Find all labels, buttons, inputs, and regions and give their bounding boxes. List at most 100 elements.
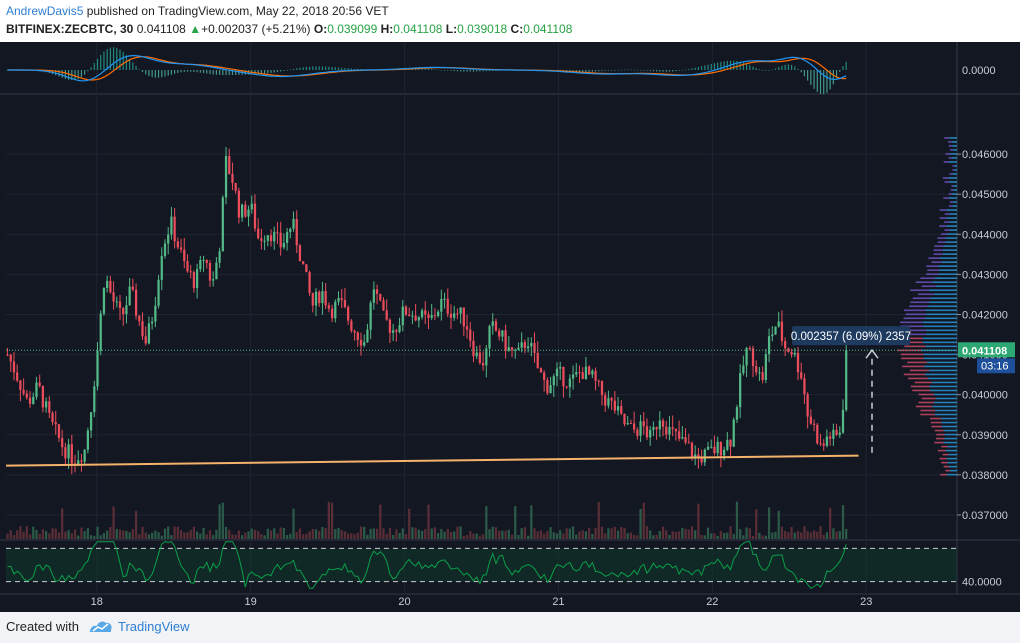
macd-histogram-bar [768,70,770,71]
volume-bar [420,530,424,539]
volume-bar [424,529,427,539]
volume-bar [784,530,787,539]
measure-tool[interactable]: 0.002357 (6.09%) 2357 [791,326,911,453]
price-chart[interactable]: 0.002357 (6.09%) 2357 0.046000 0.045000 0.… [0,42,1020,612]
profile-bar-down [921,285,936,288]
volume-bar [318,530,321,539]
candle-body [141,321,144,337]
candle-body [350,320,353,331]
candle-body [208,263,212,281]
volume-bar [228,529,231,539]
profile-bar-down [903,309,926,312]
volume-bar [154,530,157,539]
candle-body [459,307,462,314]
macd-histogram-bar [620,69,622,71]
profile-bar-down [935,437,945,440]
macd-pane[interactable] [6,47,847,95]
macd-histogram-bar [803,70,806,77]
volume-bar [835,531,838,539]
last-price-tag: 0.041108 03:16 [958,342,1015,374]
macd-histogram-bar [601,70,603,71]
profile-bar-up [923,353,957,356]
volume-bar [845,529,848,539]
volume-bar [677,531,681,539]
rsi-axis-label: 40.0000 [962,577,1002,589]
candle-body [767,336,771,355]
macd-histogram-bar [652,70,655,72]
macd-histogram-bar [151,70,153,78]
macd-histogram-bar [267,70,269,74]
candle-body [19,380,22,390]
candle-body [356,332,359,340]
volume-bar [356,532,359,539]
price-axis[interactable] [957,42,1020,612]
volume-bar [266,528,269,539]
candle-body [154,305,157,322]
volume-bar [755,509,758,539]
candle-body [645,426,649,438]
volume-bar [388,527,392,539]
macd-histogram-bar [424,68,426,70]
candle-body [44,401,48,408]
volume-bar [443,531,446,539]
volume-bar [793,532,796,539]
profile-bar-down [934,441,944,444]
candle-body [189,271,192,273]
candle-body [594,370,597,381]
candle-body [64,447,67,459]
profile-bar-up [948,465,957,468]
macd-histogram-bar [794,66,796,70]
volume-bar [67,530,70,539]
volume-bar [488,529,491,539]
volume-bar [440,529,443,539]
volume-bar [607,528,610,539]
macd-histogram-bar [627,69,629,71]
profile-bar-up [947,445,957,448]
volume-bar [616,530,620,539]
volume-bar [99,535,102,539]
volume-bar [247,531,250,539]
tradingview-link[interactable]: TradingView [118,619,190,634]
y-tick-label: 0.037000 [962,510,1008,522]
profile-bar-up [926,313,957,316]
symbol-label[interactable]: BITFINEX:ZECBTC, 30 [6,22,134,36]
candle-body [845,350,848,410]
macd-histogram-bar [183,70,185,72]
profile-bar-up [926,329,957,332]
profile-bar-down [948,193,952,195]
profile-bar-up [933,393,957,396]
candle-body [716,441,719,454]
macd-histogram-bar [180,70,182,73]
candle-body [167,234,170,244]
profile-bar-up [923,325,957,328]
candle-body [221,197,224,252]
profile-bar-down [899,337,923,340]
volume-bar [366,534,369,539]
author-link[interactable]: AndrewDavis5 [6,4,84,18]
volume-bar [588,527,591,539]
candle-body [308,272,311,294]
candle-body [276,231,279,233]
profile-bar-up [943,441,957,444]
candle-body [170,216,173,235]
candle-body [485,348,488,366]
y-tick-label: 0.042000 [962,309,1008,321]
volume-bar [392,535,395,539]
candle-body [726,439,729,450]
macd-histogram-bar [264,70,266,74]
macd-histogram-bar [135,65,137,70]
rsi-pane[interactable] [6,541,957,589]
chart-area[interactable]: 0.002357 (6.09%) 2357 0.046000 0.045000 0.… [0,42,1020,612]
candle-body [398,325,401,332]
support-trendline[interactable] [5,454,859,467]
profile-bar-up [929,385,957,388]
candle-body [138,315,141,322]
profile-bar-down [933,253,943,255]
candle-body [658,420,661,430]
volume-bar [546,530,549,539]
candle-body [559,366,562,369]
macd-histogram-bar [810,70,812,85]
volume-bar [363,526,366,539]
volume-bar [591,533,594,539]
profile-bar-up [928,305,957,308]
